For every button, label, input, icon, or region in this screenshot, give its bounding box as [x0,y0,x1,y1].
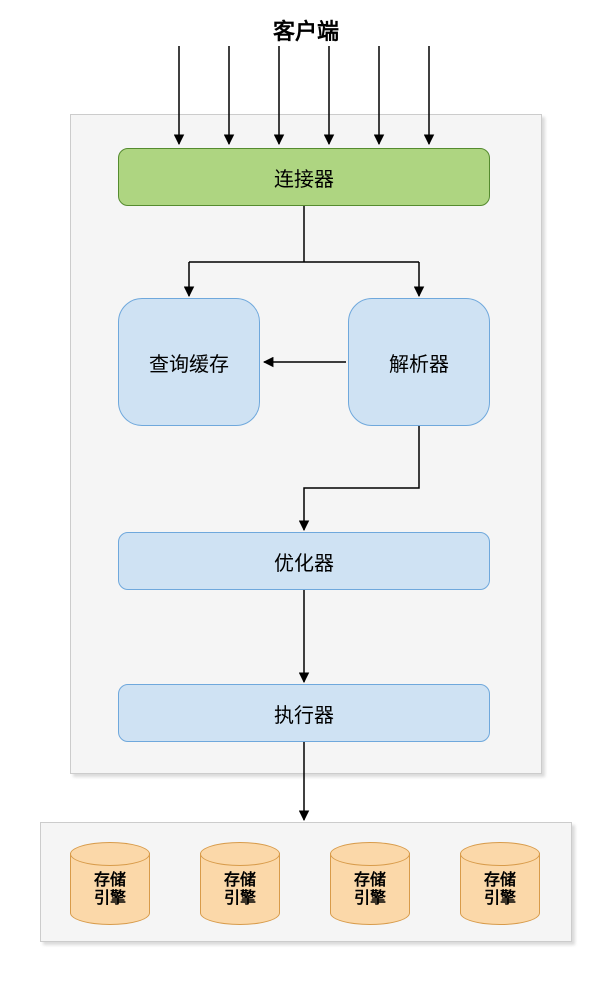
node-optimizer: 优化器 [118,532,490,590]
cylinder-engine-2: 存储引擎 [200,842,280,924]
cylinder-label: 存储引擎 [70,872,150,909]
cylinder-engine-1: 存储引擎 [70,842,150,924]
cylinder-label: 存储引擎 [460,872,540,909]
cylinder-label: 存储引擎 [330,872,410,909]
cylinder-engine-3: 存储引擎 [330,842,410,924]
title-client: 客户端 [261,14,351,46]
cylinder-engine-4: 存储引擎 [460,842,540,924]
node-query-cache: 查询缓存 [118,298,260,426]
node-executor: 执行器 [118,684,490,742]
cylinder-label: 存储引擎 [200,872,280,909]
node-parser: 解析器 [348,298,490,426]
server-box [70,114,542,774]
node-connector: 连接器 [118,148,490,206]
